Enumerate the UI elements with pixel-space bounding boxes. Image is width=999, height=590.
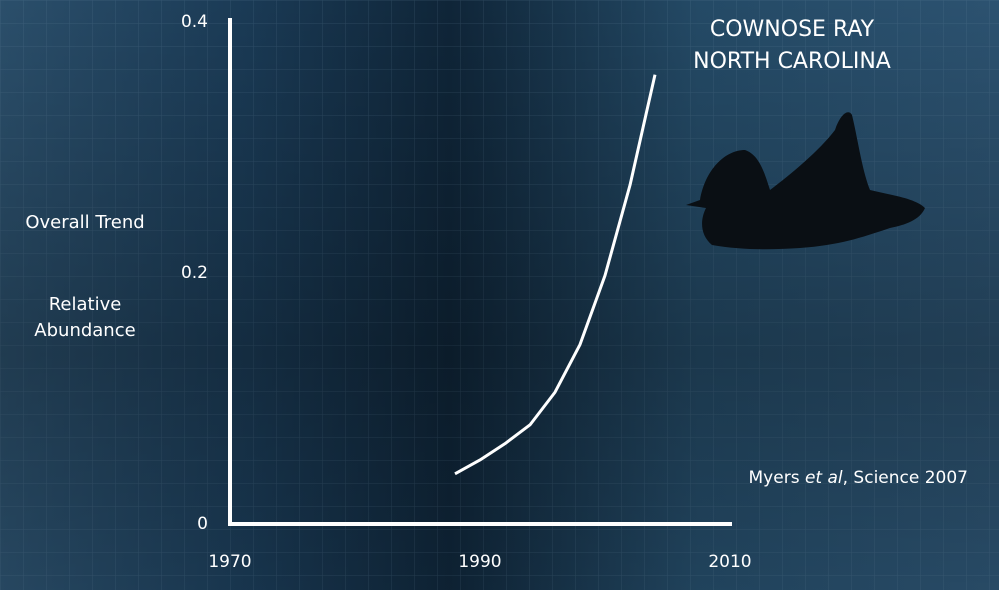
x-tick-label: 1970: [208, 552, 251, 572]
y-tick-label: 0.2: [181, 263, 208, 283]
y-tick-label: 0.4: [181, 12, 208, 32]
source-part: Myers: [749, 468, 805, 488]
chart-title: COWNOSE RAY: [710, 17, 875, 42]
x-tick-label: 1990: [458, 552, 501, 572]
chart-title: NORTH CAROLINA: [693, 49, 891, 74]
source-part: , Science 2007: [843, 468, 968, 488]
source-part: et al: [805, 468, 843, 488]
y-tick-label: 0: [197, 514, 208, 534]
y-axis-label: Relative Abundance: [34, 294, 136, 341]
x-tick-label: 2010: [708, 552, 751, 572]
y-label-top: Overall Trend: [25, 212, 145, 233]
ray-silhouette: [686, 112, 925, 250]
source-note: Myers et al, Science 2007: [749, 468, 968, 488]
trend-line: [454, 74, 657, 476]
